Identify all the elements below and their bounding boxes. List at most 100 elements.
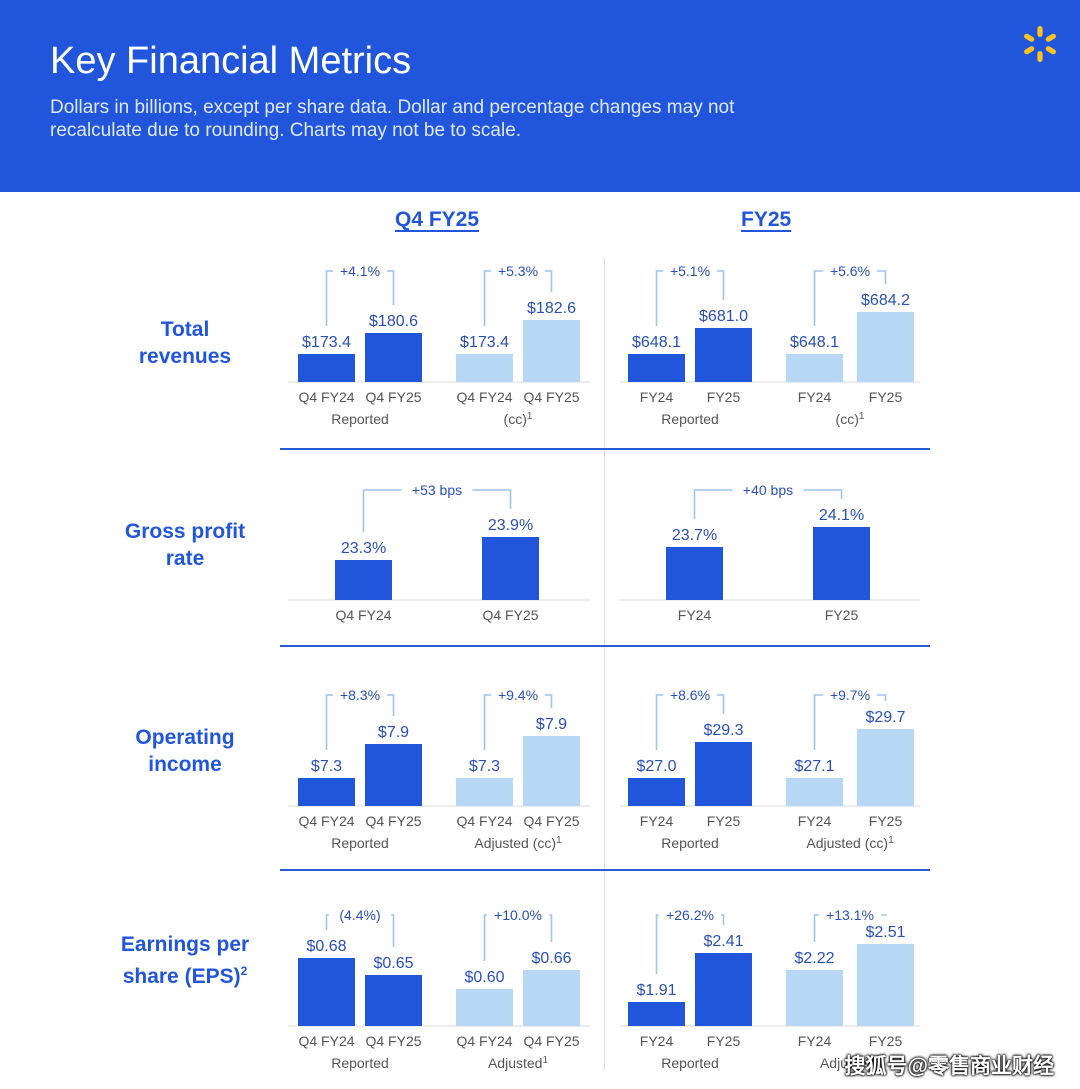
bar-total-revenues-fy25-reported-1	[695, 328, 752, 382]
change-label-total-revenues-fy25-cc: +5.6%	[830, 263, 870, 279]
row-divider-2	[280, 645, 930, 647]
row-divider-3	[280, 869, 930, 871]
bar-earnings-per-share-eps-q4-fy25-adjusted-1	[523, 970, 580, 1026]
tick-label-gross-profit-rate-fy25-rate-1: FY25	[825, 607, 859, 623]
bar-earnings-per-share-eps-q4-fy25-reported-0	[298, 958, 355, 1026]
tick-label-earnings-per-share-eps-q4-fy25-adjusted-1: Q4 FY25	[523, 1033, 579, 1049]
column-header-fy25: FY25	[741, 208, 792, 231]
bar-gross-profit-rate-fy25-rate-0	[666, 547, 723, 600]
change-bracket-earnings-per-share-eps-q4-fy25-adjusted	[483, 914, 553, 961]
sublabel-earnings-per-share-eps-q4-fy25-adjusted: Adjusted1	[488, 1055, 548, 1071]
value-label-total-revenues-fy25-cc-1: $684.2	[861, 292, 910, 309]
bar-total-revenues-fy25-reported-0	[628, 354, 685, 382]
tick-label-operating-income-fy25-reported-1: FY25	[707, 813, 741, 829]
value-label-gross-profit-rate-fy25-rate-1: 24.1%	[819, 507, 864, 524]
change-label-gross-profit-rate-fy25-rate: +40 bps	[743, 482, 793, 498]
change-label-total-revenues-q4-fy25-reported: +4.1%	[340, 263, 380, 279]
change-bracket-total-revenues-fy25-reported	[655, 270, 725, 326]
bar-operating-income-fy25-reported-0	[628, 778, 685, 806]
change-bracket-total-revenues-fy25-cc	[813, 270, 887, 326]
change-label-operating-income-q4-fy25-adjusted-cc: +9.4%	[498, 687, 538, 703]
value-label-total-revenues-fy25-reported-0: $648.1	[632, 334, 681, 351]
watermark-text: 搜狐号@零售商业财经	[844, 1055, 1054, 1078]
tick-label-operating-income-fy25-reported-0: FY24	[640, 813, 674, 829]
change-label-operating-income-fy25-reported: +8.6%	[670, 687, 710, 703]
value-label-operating-income-fy25-reported-0: $27.0	[636, 758, 676, 775]
tick-label-operating-income-q4-fy25-reported-0: Q4 FY24	[298, 813, 354, 829]
bar-total-revenues-fy25-cc-1	[857, 312, 914, 382]
bar-operating-income-fy25-reported-1	[695, 742, 752, 806]
change-label-earnings-per-share-eps-fy25-reported: +26.2%	[666, 907, 714, 923]
tick-label-earnings-per-share-eps-fy25-reported-0: FY24	[640, 1033, 674, 1049]
row-label-eps: Earnings per share (EPS)2	[120, 933, 250, 988]
value-label-operating-income-q4-fy25-adjusted-cc-0: $7.3	[469, 758, 500, 775]
sublabel-earnings-per-share-eps-q4-fy25-reported: Reported	[331, 1055, 389, 1071]
tick-label-earnings-per-share-eps-fy25-reported-1: FY25	[707, 1033, 741, 1049]
tick-label-gross-profit-rate-q4-fy25-rate-1: Q4 FY25	[482, 607, 538, 623]
tick-label-total-revenues-q4-fy25-cc-1: Q4 FY25	[523, 389, 579, 405]
bar-gross-profit-rate-q4-fy25-rate-0	[335, 560, 392, 600]
bar-earnings-per-share-eps-q4-fy25-reported-1	[365, 975, 422, 1026]
change-bracket-gross-profit-rate-fy25-rate	[693, 489, 843, 519]
value-label-earnings-per-share-eps-q4-fy25-reported-1: $0.65	[373, 955, 413, 972]
value-label-earnings-per-share-eps-fy25-adjusted-1: $2.51	[865, 924, 905, 941]
bar-earnings-per-share-eps-fy25-adjusted-0	[786, 970, 843, 1026]
value-label-operating-income-fy25-adjusted-cc-1: $29.7	[865, 709, 905, 726]
bar-operating-income-q4-fy25-adjusted-cc-1	[523, 736, 580, 806]
bar-gross-profit-rate-q4-fy25-rate-1	[482, 537, 539, 600]
change-label-total-revenues-q4-fy25-cc: +5.3%	[498, 263, 538, 279]
column-divider	[604, 258, 605, 1070]
value-label-operating-income-q4-fy25-reported-0: $7.3	[311, 758, 342, 775]
sublabel-operating-income-fy25-adjusted-cc: Adjusted (cc)1	[806, 835, 894, 851]
value-label-earnings-per-share-eps-q4-fy25-adjusted-0: $0.60	[464, 969, 504, 986]
tick-label-total-revenues-fy25-reported-1: FY25	[707, 389, 741, 405]
change-label-earnings-per-share-eps-q4-fy25-reported: (4.4%)	[339, 907, 380, 923]
value-label-operating-income-q4-fy25-reported-1: $7.9	[378, 724, 409, 741]
bar-operating-income-fy25-adjusted-cc-1	[857, 729, 914, 806]
bar-operating-income-fy25-adjusted-cc-0	[786, 778, 843, 806]
bar-total-revenues-fy25-cc-0	[786, 354, 843, 382]
bar-total-revenues-q4-fy25-cc-1	[523, 320, 580, 382]
bar-total-revenues-q4-fy25-cc-0	[456, 354, 513, 382]
tick-label-earnings-per-share-eps-fy25-adjusted-0: FY24	[798, 1033, 832, 1049]
change-label-operating-income-fy25-adjusted-cc: +9.7%	[830, 687, 870, 703]
change-bracket-gross-profit-rate-q4-fy25-rate	[362, 489, 512, 532]
tick-label-earnings-per-share-eps-fy25-adjusted-1: FY25	[869, 1033, 903, 1049]
value-label-operating-income-fy25-adjusted-cc-0: $27.1	[794, 758, 834, 775]
tick-label-total-revenues-fy25-cc-0: FY24	[798, 389, 832, 405]
change-label-total-revenues-fy25-reported: +5.1%	[670, 263, 710, 279]
sublabel-earnings-per-share-eps-fy25-adjusted: Adjusted1	[820, 1055, 880, 1071]
sublabel-operating-income-q4-fy25-adjusted-cc: Adjusted (cc)1	[474, 835, 562, 851]
change-label-earnings-per-share-eps-fy25-adjusted: +13.1%	[826, 907, 874, 923]
value-label-earnings-per-share-eps-fy25-reported-1: $2.41	[703, 933, 743, 950]
value-label-earnings-per-share-eps-fy25-adjusted-0: $2.22	[794, 950, 834, 967]
value-label-earnings-per-share-eps-q4-fy25-adjusted-1: $0.66	[531, 950, 571, 967]
tick-label-total-revenues-q4-fy25-cc-0: Q4 FY24	[456, 389, 512, 405]
row-divider-1	[280, 448, 930, 450]
change-bracket-earnings-per-share-eps-fy25-adjusted	[813, 914, 887, 942]
change-bracket-operating-income-fy25-reported	[655, 694, 725, 750]
sublabel-total-revenues-fy25-reported: Reported	[661, 411, 719, 427]
bar-earnings-per-share-eps-fy25-reported-0	[628, 1002, 685, 1026]
row-label-operating-income: Operating income	[135, 726, 235, 776]
bar-total-revenues-q4-fy25-reported-0	[298, 354, 355, 382]
value-label-gross-profit-rate-q4-fy25-rate-0: 23.3%	[341, 540, 386, 557]
value-label-total-revenues-q4-fy25-cc-0: $173.4	[460, 334, 509, 351]
bar-earnings-per-share-eps-fy25-reported-1	[695, 953, 752, 1026]
value-label-operating-income-fy25-reported-1: $29.3	[703, 722, 743, 739]
bar-earnings-per-share-eps-q4-fy25-adjusted-0	[456, 989, 513, 1026]
value-label-gross-profit-rate-fy25-rate-0: 23.7%	[672, 527, 717, 544]
value-label-earnings-per-share-eps-fy25-reported-0: $1.91	[636, 982, 676, 999]
column-header-q4-fy25: Q4 FY25	[395, 208, 480, 231]
change-label-operating-income-q4-fy25-reported: +8.3%	[340, 687, 380, 703]
change-bracket-earnings-per-share-eps-q4-fy25-reported	[325, 914, 395, 947]
bar-total-revenues-q4-fy25-reported-1	[365, 333, 422, 382]
subtitle-line-1: Dollars in billions, except per share da…	[50, 97, 735, 118]
page-title: Key Financial Metrics	[50, 40, 412, 82]
header-banner: Key Financial Metrics Dollars in billion…	[0, 0, 1080, 192]
tick-label-operating-income-q4-fy25-adjusted-cc-1: Q4 FY25	[523, 813, 579, 829]
bar-operating-income-q4-fy25-reported-0	[298, 778, 355, 806]
value-label-total-revenues-fy25-reported-1: $681.0	[699, 308, 748, 325]
row-label-total-revenues: Total revenues	[138, 318, 232, 368]
